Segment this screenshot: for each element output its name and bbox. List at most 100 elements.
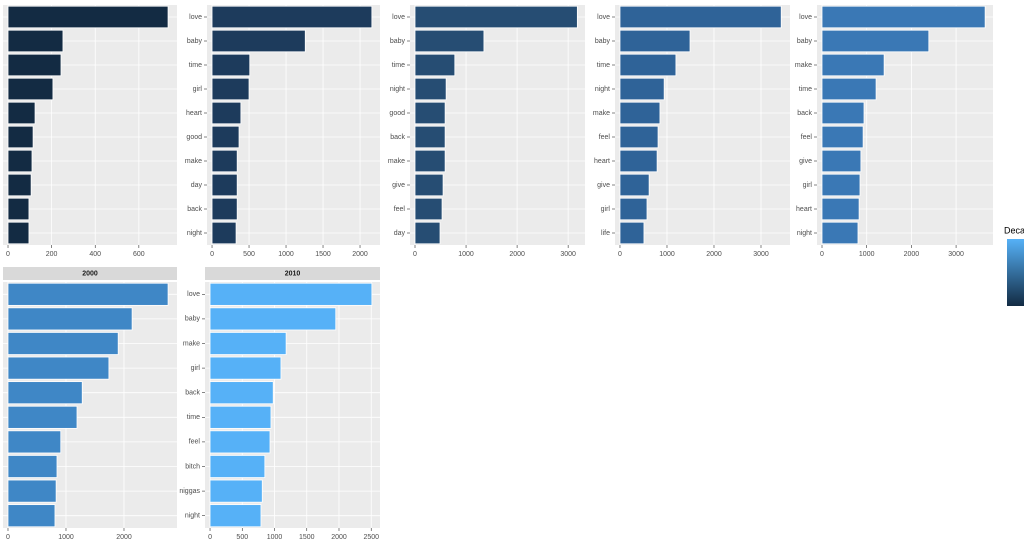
strip: [3, 267, 177, 280]
bar: [414, 77, 447, 101]
y-tick-label: life: [601, 230, 610, 237]
y-tick-label: time: [799, 86, 812, 93]
bar: [821, 101, 865, 125]
bar: [7, 29, 64, 53]
bar: [209, 356, 282, 380]
bar: [7, 504, 56, 528]
x-tick-label: 2000: [352, 251, 368, 258]
bar: [821, 197, 860, 221]
bar: [7, 101, 36, 125]
y-tick-label: love: [799, 14, 812, 21]
y-tick-label: baby: [797, 38, 813, 45]
bar: [619, 149, 658, 173]
bar: [414, 29, 485, 53]
y-tick-label: day: [191, 182, 203, 189]
bar: [209, 430, 271, 454]
bar: [7, 125, 34, 149]
bar: [7, 332, 119, 355]
bar: [7, 381, 83, 405]
bar: [619, 77, 665, 101]
y-tick-label: day: [394, 230, 406, 237]
y-tick-label: back: [390, 134, 405, 141]
x-tick-label: 2000: [904, 251, 920, 258]
y-tick-label: girl: [193, 86, 203, 93]
bar: [414, 125, 446, 149]
legend-title: Deca: [1004, 225, 1024, 235]
y-tick-label: baby: [390, 38, 406, 45]
bar: [7, 356, 110, 380]
bar: [211, 77, 250, 101]
x-tick-label: 2000: [509, 251, 525, 258]
bar: [209, 282, 373, 306]
x-tick-label: 2000: [116, 534, 132, 541]
y-tick-label: back: [185, 390, 200, 397]
x-tick-label: 1000: [859, 251, 875, 258]
y-tick-label: night: [595, 86, 610, 93]
x-tick-label: 0: [210, 251, 214, 258]
bar: [211, 53, 251, 77]
y-tick-label: give: [392, 182, 405, 189]
y-tick-label: feel: [599, 134, 611, 141]
bar: [7, 77, 54, 101]
x-tick-label: 1000: [267, 534, 283, 541]
y-tick-label: time: [187, 414, 200, 421]
strip-text: 2010: [285, 270, 301, 277]
bar: [821, 149, 862, 173]
bar: [7, 282, 169, 306]
bar: [619, 197, 648, 221]
strip-text: 2000: [82, 270, 98, 277]
y-tick-label: feel: [394, 206, 406, 213]
x-tick-label: 0: [208, 534, 212, 541]
y-tick-label: make: [795, 62, 812, 69]
bar: [211, 29, 306, 53]
y-tick-label: time: [189, 62, 202, 69]
bar: [619, 53, 677, 77]
bar: [211, 221, 237, 245]
bar: [211, 149, 238, 173]
bar: [821, 53, 885, 77]
bar: [7, 405, 78, 429]
bar: [414, 221, 441, 245]
bar: [211, 125, 240, 149]
bar: [821, 173, 861, 197]
bar: [414, 101, 446, 125]
bar: [821, 221, 859, 245]
legend-colorbar: [1007, 239, 1024, 306]
x-tick-label: 3000: [753, 251, 769, 258]
x-tick-label: 0: [820, 251, 824, 258]
x-tick-label: 600: [133, 251, 145, 258]
bar: [7, 197, 30, 221]
y-tick-label: girl: [191, 365, 201, 372]
bar: [211, 173, 238, 197]
y-tick-label: heart: [796, 206, 812, 213]
y-tick-label: time: [597, 62, 610, 69]
y-tick-label: niggas: [179, 488, 200, 495]
bar: [209, 307, 337, 331]
x-tick-label: 3000: [560, 251, 576, 258]
x-tick-label: 3000: [948, 251, 964, 258]
bar: [209, 479, 263, 503]
x-tick-label: 0: [6, 251, 10, 258]
x-tick-label: 2000: [331, 534, 347, 541]
bar: [414, 173, 444, 197]
y-tick-label: night: [797, 230, 812, 237]
x-tick-label: 1000: [659, 251, 675, 258]
bar: [211, 197, 238, 221]
bar: [7, 53, 62, 77]
y-tick-label: baby: [185, 316, 201, 323]
x-tick-label: 1500: [299, 534, 315, 541]
x-tick-label: 1000: [58, 534, 74, 541]
x-tick-label: 500: [243, 251, 255, 258]
y-tick-label: give: [799, 158, 812, 165]
bar: [211, 5, 373, 29]
bar: [7, 307, 133, 331]
y-tick-label: night: [187, 230, 202, 237]
bar: [414, 197, 443, 221]
y-tick-label: bitch: [185, 463, 200, 470]
bar: [7, 149, 33, 173]
y-tick-label: make: [593, 110, 610, 117]
bar: [619, 101, 661, 125]
bar: [7, 455, 58, 478]
bar: [7, 430, 62, 454]
x-tick-label: 1500: [315, 251, 331, 258]
